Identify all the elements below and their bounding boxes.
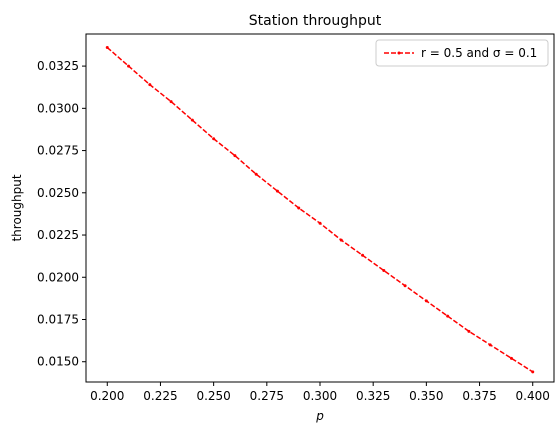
data-point: [297, 206, 301, 210]
x-axis-ticks: 0.200 0.225 0.250 0.275 0.300 0.325 0.350 0.375…: [90, 382, 550, 403]
data-point: [382, 269, 386, 273]
legend-box: [375, 39, 549, 67]
data-point: [446, 314, 450, 318]
x-tick-label: 0.225: [143, 389, 177, 403]
x-tick-label: 0.250: [196, 389, 230, 403]
y-tick-label: 0.0150: [37, 355, 79, 369]
x-tick-label: 0.200: [90, 389, 124, 403]
data-point: [467, 329, 471, 333]
chart-title: Station throughput: [249, 13, 382, 29]
x-tick-label: 0.275: [250, 389, 284, 403]
x-tick-label: 0.375: [462, 389, 496, 403]
data-point: [275, 189, 279, 193]
data-point: [105, 46, 109, 50]
y-tick-label: 0.0325: [37, 59, 79, 73]
legend-label: r = 0.5 and σ = 0.1: [421, 46, 537, 60]
data-point: [169, 100, 173, 104]
y-axis-label: throughput: [10, 174, 24, 241]
legend: r = 0.5 and σ = 0.1: [375, 39, 549, 67]
data-point: [531, 370, 535, 374]
data-point: [233, 154, 237, 158]
x-tick-label: 0.400: [516, 389, 550, 403]
x-tick-label: 0.325: [356, 389, 390, 403]
x-tick-label: 0.350: [409, 389, 443, 403]
y-axis-ticks: 0.0150 0.0175 0.0200 0.0225 0.0250 0.0275 0.03…: [37, 59, 86, 369]
data-point: [318, 221, 322, 225]
plot-frame: [85, 33, 555, 383]
data-point: [509, 356, 513, 360]
y-tick-label: 0.0275: [37, 144, 79, 158]
y-tick-label: 0.0175: [37, 312, 79, 326]
plot-layer: [105, 46, 535, 374]
legend-marker: [397, 51, 401, 55]
data-point: [339, 238, 343, 242]
x-tick-label: 0.300: [303, 389, 337, 403]
y-tick-label: 0.0200: [37, 270, 79, 284]
data-point: [254, 172, 258, 176]
data-point: [190, 118, 194, 122]
data-point: [127, 64, 131, 68]
data-point: [488, 343, 492, 347]
y-tick-label: 0.0225: [37, 228, 79, 242]
data-point: [148, 83, 152, 87]
y-tick-label: 0.0300: [37, 101, 79, 115]
data-point: [361, 253, 365, 257]
data-point: [424, 299, 428, 303]
data-point: [212, 137, 216, 141]
x-axis-label: p: [315, 409, 324, 423]
y-tick-label: 0.0250: [37, 186, 79, 200]
data-point: [403, 284, 407, 288]
